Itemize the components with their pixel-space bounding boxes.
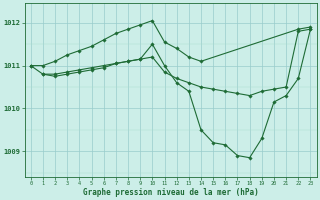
- X-axis label: Graphe pression niveau de la mer (hPa): Graphe pression niveau de la mer (hPa): [83, 188, 259, 197]
